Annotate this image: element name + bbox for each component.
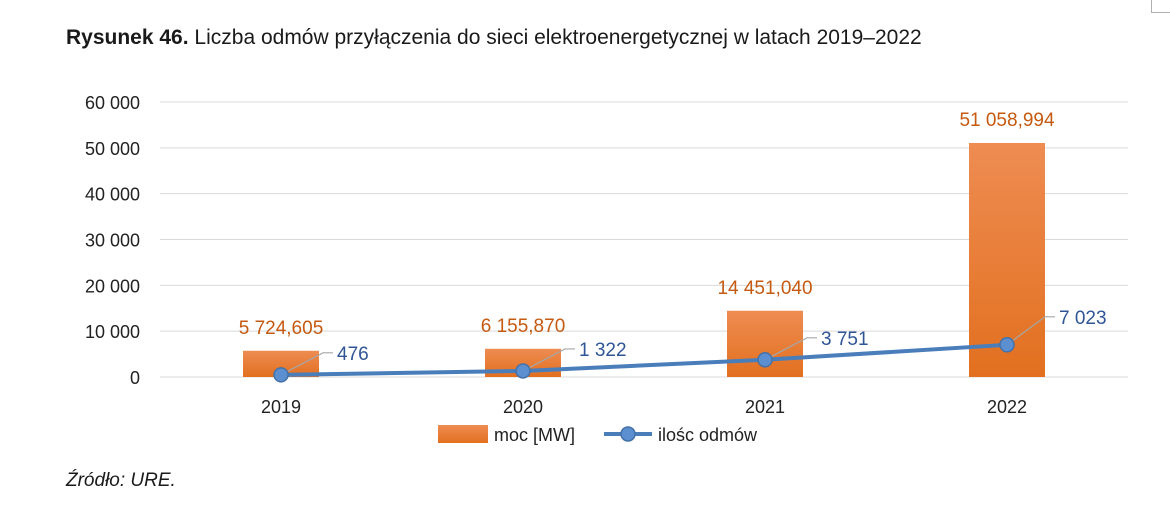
callout-line bbox=[764, 337, 817, 361]
bar-data-label: 5 724,605 bbox=[239, 318, 324, 339]
figure-title-text: Liczba odmów przyłączenia do sieci elekt… bbox=[194, 26, 922, 49]
legend-label-line: ilośc odmów bbox=[658, 425, 758, 445]
y-tick-label: 20 000 bbox=[85, 276, 140, 296]
source-note: Źródło: URE. bbox=[66, 470, 176, 491]
x-tick-label: 2021 bbox=[745, 397, 785, 417]
y-tick-label: 60 000 bbox=[85, 93, 140, 113]
x-tick-label: 2020 bbox=[503, 397, 543, 417]
callout-line bbox=[522, 348, 575, 372]
bar-series bbox=[243, 142, 1045, 377]
data-labels: 5 724,605 6 155,870 14 451,040 51 058,994 47… bbox=[239, 110, 1107, 365]
line-point bbox=[999, 337, 1015, 353]
callout-lines bbox=[280, 316, 1055, 376]
grid-lines bbox=[160, 101, 1128, 378]
line-data-label: 1 322 bbox=[579, 340, 627, 361]
callout-line bbox=[280, 352, 333, 376]
y-axis: 0 10 000 20 000 30 000 40 000 50 000 60 000 bbox=[85, 93, 140, 388]
line-series bbox=[273, 337, 1015, 383]
legend-swatch-bar bbox=[438, 425, 488, 443]
bar-data-label: 14 451,040 bbox=[717, 278, 812, 299]
corner-mark bbox=[1151, 0, 1170, 13]
line-data-label: 7 023 bbox=[1059, 308, 1107, 329]
y-tick-label: 40 000 bbox=[85, 185, 140, 205]
legend-swatch-marker bbox=[620, 426, 636, 442]
legend: moc [MW] ilośc odmów bbox=[438, 425, 758, 445]
line-point bbox=[757, 352, 773, 368]
line-point bbox=[515, 363, 531, 379]
y-tick-label: 0 bbox=[130, 368, 140, 388]
x-axis: 2019 2020 2021 2022 bbox=[261, 397, 1027, 417]
x-tick-label: 2022 bbox=[987, 397, 1027, 417]
y-tick-label: 50 000 bbox=[85, 139, 140, 159]
y-tick-label: 30 000 bbox=[85, 231, 140, 251]
figure-label: Rysunek 46. bbox=[66, 26, 189, 49]
bar-data-label: 6 155,870 bbox=[481, 316, 566, 337]
figure-title: Rysunek 46. Liczba odmów przyłączenia do… bbox=[66, 26, 922, 50]
series-line bbox=[279, 342, 1009, 377]
line-data-label: 476 bbox=[337, 344, 369, 365]
y-tick-label: 10 000 bbox=[85, 322, 140, 342]
chart: 0 10 000 20 000 30 000 40 000 50 000 60 000 20… bbox=[85, 93, 1128, 445]
bar-data-label: 51 058,994 bbox=[959, 110, 1055, 131]
line-data-label: 3 751 bbox=[821, 329, 869, 350]
x-tick-label: 2019 bbox=[261, 397, 301, 417]
legend-label-bar: moc [MW] bbox=[494, 425, 575, 445]
line-point bbox=[273, 367, 289, 383]
callout-line bbox=[1006, 316, 1055, 346]
